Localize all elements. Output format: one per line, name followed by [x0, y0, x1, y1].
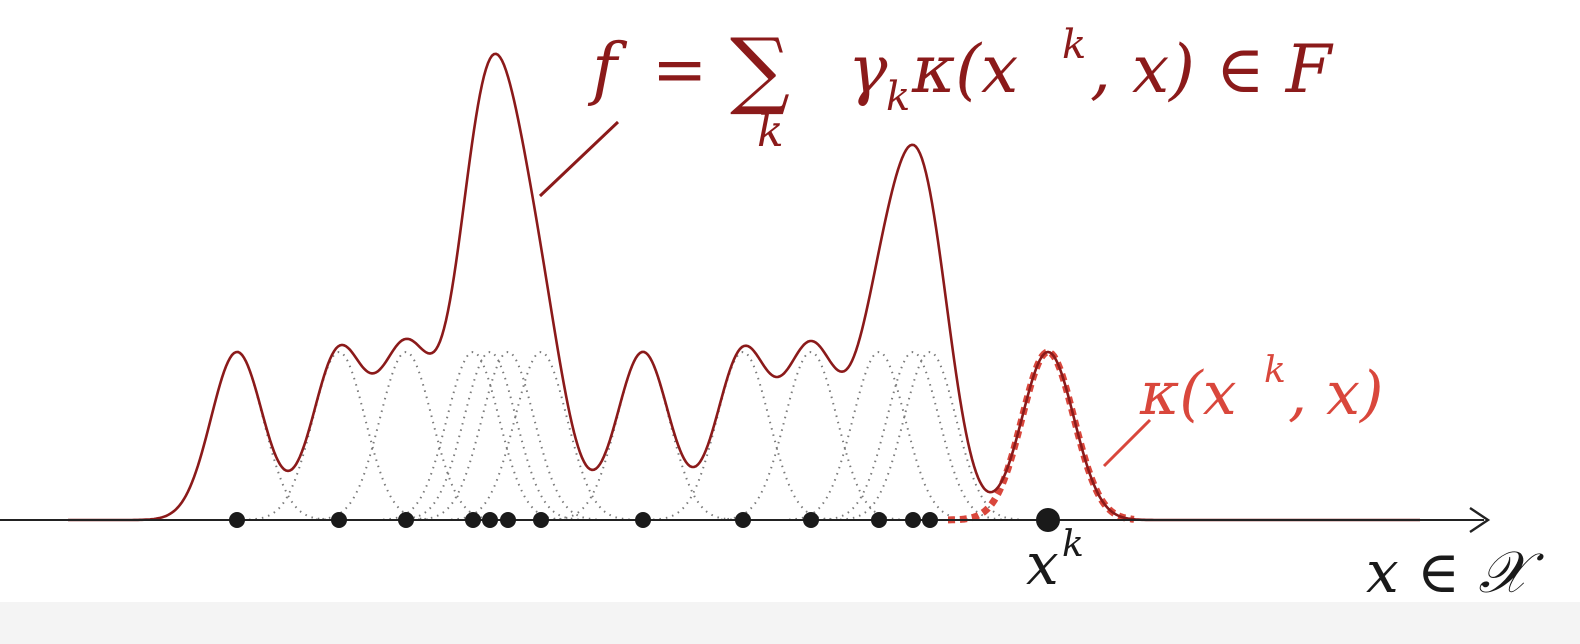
- formula-equals: =: [652, 31, 707, 108]
- formula-kappa-rest: , x) ∈ F: [1090, 31, 1334, 108]
- kernel-curve: [315, 350, 497, 521]
- xk-label-superscript: k: [1062, 524, 1084, 565]
- kernel-curve: [788, 350, 970, 521]
- sample-point: [533, 512, 549, 528]
- x-axis-arrowhead: [1469, 507, 1491, 533]
- kernel-label-rest: , x): [1288, 359, 1383, 429]
- sample-point: [331, 512, 347, 528]
- sum-label-pointer: [538, 120, 620, 198]
- domain-label: x ∈ 𝒳: [1366, 538, 1545, 602]
- highlighted-sample-point: [1036, 508, 1060, 532]
- sample-point: [905, 512, 921, 528]
- kernel-sum-diagram: f = ∑ k γ k κ(x k , x) ∈ F κ(x k , x) x …: [0, 20, 1545, 606]
- sample-point: [635, 512, 651, 528]
- sample-points: [229, 508, 1060, 532]
- sample-point: [922, 512, 938, 528]
- sample-point: [803, 512, 819, 528]
- kernel-label-pointer: [1102, 418, 1152, 468]
- sample-point: [465, 512, 481, 528]
- formula-sum-symbol: ∑: [730, 20, 790, 118]
- kernel-curve: [552, 350, 734, 521]
- kernel-curve: [652, 350, 834, 521]
- kernel-curve: [417, 350, 599, 521]
- formula-gamma: γ: [848, 31, 888, 108]
- kernel-curve: [399, 350, 581, 521]
- individual-kernel-curves: [146, 350, 1021, 521]
- kernel-curve: [382, 350, 564, 521]
- formula-sum-index: k: [757, 106, 784, 157]
- kernel-curve: [839, 350, 1021, 521]
- xk-label-x: x: [1026, 530, 1059, 598]
- formula-f: f: [587, 30, 628, 109]
- kernel-curve: [248, 350, 430, 521]
- highlighted-kernel-curve: [948, 348, 1135, 524]
- formula-gamma-subscript: k: [886, 74, 910, 120]
- sample-point: [871, 512, 887, 528]
- kernel-curve: [146, 350, 328, 521]
- sum-function-curve: [68, 52, 1420, 522]
- sample-point: [398, 512, 414, 528]
- figure-canvas: f = ∑ k γ k κ(x k , x) ∈ F κ(x k , x) x …: [0, 0, 1580, 606]
- kernel-curve: [720, 350, 902, 521]
- sample-point: [229, 512, 245, 528]
- sample-point: [482, 512, 498, 528]
- formula-kappa-superscript: k: [1062, 22, 1086, 68]
- kernel-label-kappa: κ(x: [1139, 359, 1237, 429]
- kernel-curve: [450, 350, 632, 521]
- kernel-label: κ(x k , x): [1139, 350, 1383, 429]
- sample-point: [735, 512, 751, 528]
- formula-kappa: κ(x: [911, 31, 1018, 108]
- xk-label: x k: [1026, 524, 1084, 598]
- kernel-label-superscript: k: [1264, 350, 1286, 391]
- sum-formula: f = ∑ k γ k κ(x k , x) ∈ F: [587, 20, 1334, 157]
- kernel-curve: [822, 350, 1004, 521]
- sample-point: [500, 512, 516, 528]
